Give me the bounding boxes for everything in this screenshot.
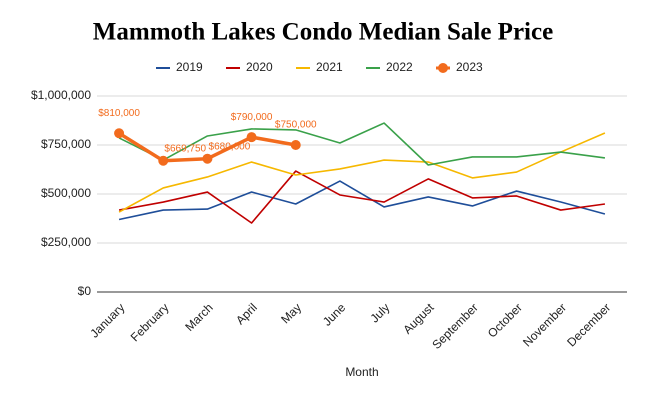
legend-label: 2022 — [386, 60, 413, 74]
x-tick-label: December — [564, 300, 613, 349]
data-label: $790,000 — [231, 112, 273, 123]
legend-label: 2020 — [246, 60, 273, 74]
series-line — [118, 170, 606, 224]
x-tick-label: July — [367, 300, 392, 325]
series-line — [118, 180, 606, 221]
data-label: $750,000 — [275, 120, 317, 131]
data-label: $680,000 — [209, 141, 251, 152]
point — [158, 155, 169, 166]
x-tick-label: August — [400, 300, 437, 337]
legend-label: 2021 — [316, 60, 343, 74]
x-tick-label: February — [128, 300, 172, 344]
data-label: $810,000 — [98, 108, 140, 119]
x-axis-label: Month — [345, 365, 378, 379]
x-tick-label: June — [320, 300, 349, 329]
data-label: $669,750 — [164, 143, 206, 154]
y-tick-label: $250,000 — [41, 235, 91, 249]
y-tick-label: $1,000,000 — [31, 88, 91, 102]
point — [290, 140, 301, 150]
series-line — [118, 122, 606, 166]
y-tick-label: $0 — [78, 284, 92, 298]
chart-title: Mammoth Lakes Condo Median Sale Price — [93, 19, 553, 46]
series-line — [118, 132, 606, 213]
x-tick-label: November — [520, 300, 569, 349]
point — [114, 128, 125, 139]
legend-label: 2023 — [456, 60, 483, 74]
point — [202, 153, 213, 164]
x-tick-label: May — [278, 300, 304, 326]
point — [246, 132, 257, 143]
x-tick-label: March — [182, 300, 215, 333]
legend-label: 2019 — [176, 60, 203, 74]
legend-marker — [438, 63, 448, 73]
y-tick-label: $500,000 — [41, 186, 91, 200]
x-tick-label: September — [429, 300, 480, 351]
x-tick-label: January — [87, 300, 127, 340]
x-tick-label: October — [485, 300, 525, 340]
y-tick-label: $750,000 — [41, 137, 91, 151]
x-tick-label: April — [233, 300, 260, 327]
